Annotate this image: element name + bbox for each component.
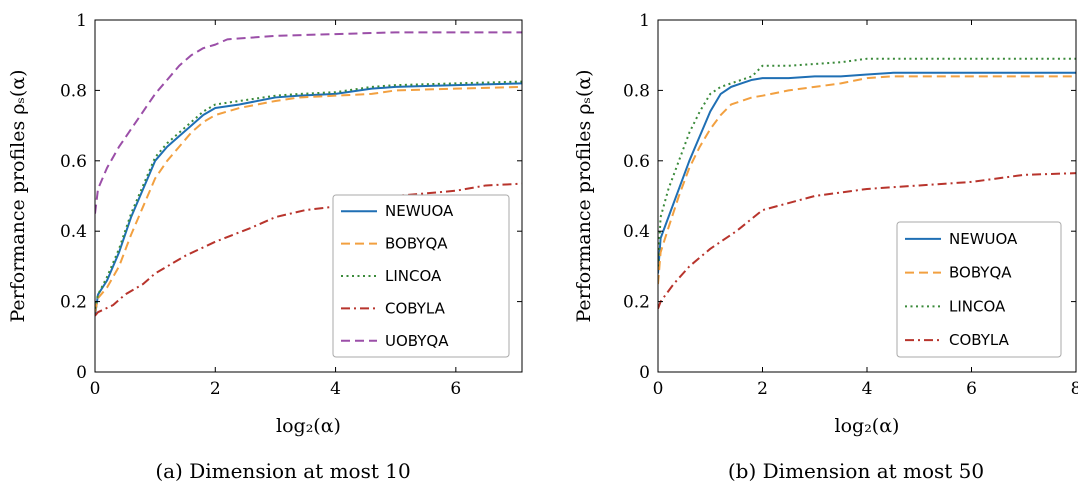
series-line-uobyqa	[95, 31, 522, 214]
chart-panel-b: 0 2 4 6 8 0 0.2 0.4 0.6 0.8 1 log₂(α) Performance pr…	[573, 11, 1078, 483]
y-tick-label: 0.8	[623, 81, 650, 101]
legend: NEWUOA BOBYQA LINCOA COBYLA UOBYQA	[332, 194, 510, 358]
legend-label-uobyqa: UOBYQA	[385, 332, 449, 350]
series-line-newuoa	[658, 71, 1076, 274]
y-tick-label: 0.6	[623, 152, 650, 172]
x-axis-label: log₂(α)	[835, 415, 900, 437]
x-axis-label: log₂(α)	[276, 415, 341, 437]
legend-label-lincoa: LINCOA	[385, 267, 442, 285]
series-line-newuoa	[95, 82, 522, 316]
x-tick-label: 4	[862, 379, 873, 399]
series-line-cobyla	[658, 172, 1076, 309]
x-tick-label: 4	[330, 379, 341, 399]
y-tick-label: 0.2	[623, 293, 650, 313]
x-tick-label: 0	[653, 379, 664, 399]
series-line-bobyqa	[95, 85, 522, 313]
y-tick-label: 1	[76, 11, 87, 31]
legend-label-bobyqa: BOBYQA	[949, 264, 1012, 282]
y-tick-label: 0	[76, 363, 87, 383]
legend-label-cobyla: COBYLA	[949, 331, 1010, 349]
y-axis-label: Performance profiles ρₛ(α)	[7, 69, 29, 322]
series-line-lincoa	[95, 80, 522, 309]
y-tick-label: 0.2	[60, 293, 87, 313]
series-line-cobyla	[95, 182, 522, 317]
legend-label-bobyqa: BOBYQA	[385, 235, 448, 253]
plot-frame	[94, 19, 523, 373]
x-tick-label: 2	[210, 379, 221, 399]
series-line-bobyqa	[658, 75, 1076, 285]
chart-panel-a: 0 2 4 6 0 0.2 0.4 0.6 0.8 1 log₂(α) Performance pro…	[7, 11, 523, 483]
y-tick-label: 0.6	[60, 152, 87, 172]
y-tick-label: 0.4	[60, 222, 87, 242]
legend: NEWUOA BOBYQA LINCOA COBYLA	[896, 221, 1062, 358]
x-tick-label: 2	[757, 379, 768, 399]
legend-label-newuoa: NEWUOA	[949, 230, 1018, 248]
y-tick-label: 0.4	[623, 222, 650, 242]
y-tick-label: 0.8	[60, 81, 87, 101]
series-line-lincoa	[658, 57, 1076, 267]
y-axis-label: Performance profiles ρₛ(α)	[573, 69, 595, 322]
x-tick-label: 6	[450, 379, 461, 399]
legend-label-newuoa: NEWUOA	[385, 202, 454, 220]
legend-label-lincoa: LINCOA	[949, 297, 1006, 315]
chart-caption: (a) Dimension at most 10	[155, 459, 410, 483]
x-tick-label: 6	[966, 379, 977, 399]
y-tick-label: 0	[639, 363, 650, 383]
x-tick-label: 8	[1071, 379, 1078, 399]
legend-label-cobyla: COBYLA	[385, 299, 446, 317]
x-tick-label: 0	[90, 379, 101, 399]
chart-caption: (b) Dimension at most 50	[728, 459, 984, 483]
y-tick-label: 1	[639, 11, 650, 31]
